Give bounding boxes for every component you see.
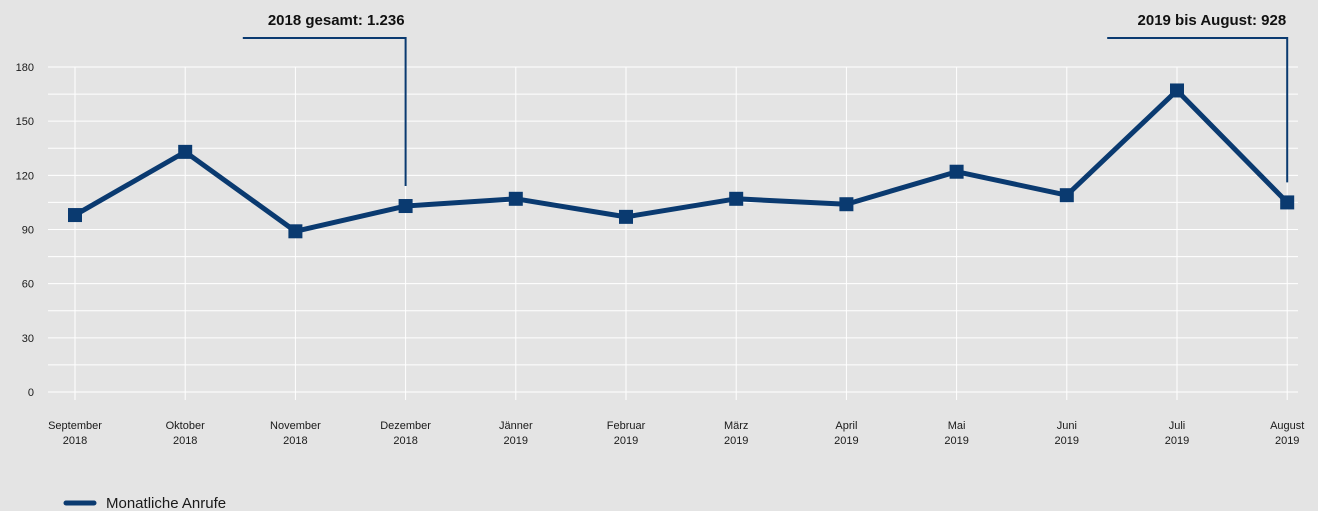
y-tick-label: 0 — [28, 387, 34, 399]
annotation-bracket — [1107, 37, 1289, 183]
x-tick-label-month: Jänner — [499, 420, 533, 432]
x-tick-label-year: 2019 — [834, 435, 858, 447]
data-point-marker — [729, 191, 744, 206]
x-tick-label-year: 2018 — [393, 435, 417, 447]
x-tick-label-year: 2018 — [283, 435, 307, 447]
x-tick-label-month: Mai — [948, 420, 966, 432]
annotations: 2018 gesamt: 1.236 2019 bis August: 928 — [242, 12, 1289, 187]
annotation-text: 2019 bis August: 928 — [1138, 12, 1287, 29]
annotation-bracket — [242, 37, 407, 187]
x-axis-ticks: September 2018 Oktober 2018 November 2018 Deze… — [48, 420, 1304, 447]
data-point-marker — [508, 191, 523, 206]
series-monatliche-anrufe — [68, 83, 1295, 239]
grid — [48, 66, 1298, 400]
x-tick-label-month: Dezember — [380, 420, 431, 432]
data-point-marker — [288, 224, 303, 239]
y-tick-label: 150 — [16, 116, 34, 128]
x-tick-label-year: 2019 — [504, 435, 528, 447]
y-tick-label: 30 — [22, 333, 34, 345]
legend: Monatliche Anrufe — [63, 495, 226, 511]
x-tick-label-year: 2018 — [173, 435, 197, 447]
data-point-marker — [68, 208, 82, 223]
data-point-marker — [1280, 195, 1295, 210]
y-axis-ticks: 0 30 60 90 120 150 180 — [16, 62, 34, 399]
data-point-marker — [178, 144, 193, 159]
x-tick-label-month: November — [270, 420, 321, 432]
y-tick-label: 60 — [22, 279, 34, 291]
data-point-marker — [619, 209, 633, 224]
y-tick-label: 180 — [16, 62, 34, 74]
x-tick-label-month: März — [724, 420, 748, 432]
data-point-marker — [398, 199, 413, 214]
x-tick-label-year: 2019 — [614, 435, 638, 447]
x-tick-label-month: Juli — [1169, 420, 1186, 432]
legend-label: Monatliche Anrufe — [106, 495, 226, 511]
x-tick-label-year: 2019 — [1275, 435, 1299, 447]
data-point-marker — [949, 164, 964, 179]
x-tick-label-year: 2019 — [1165, 435, 1189, 447]
x-tick-label-year: 2018 — [63, 435, 87, 447]
annotation-text: 2018 gesamt: 1.236 — [268, 12, 405, 29]
x-tick-label-month: Oktober — [166, 420, 205, 432]
data-point-marker — [1059, 188, 1074, 203]
x-tick-label-month: Juni — [1057, 420, 1077, 432]
x-tick-label-month: Februar — [607, 420, 646, 432]
y-tick-label: 120 — [16, 170, 34, 182]
x-tick-label-year: 2019 — [1055, 435, 1079, 447]
x-tick-label-year: 2019 — [724, 435, 748, 447]
x-tick-label-month: April — [835, 420, 857, 432]
x-tick-label-month: August — [1270, 420, 1304, 432]
y-tick-label: 90 — [22, 225, 34, 237]
series-line — [72, 87, 1290, 234]
data-point-marker — [839, 197, 854, 212]
data-point-marker — [1170, 83, 1184, 98]
x-tick-label-year: 2019 — [944, 435, 968, 447]
x-tick-label-month: September — [48, 420, 102, 432]
